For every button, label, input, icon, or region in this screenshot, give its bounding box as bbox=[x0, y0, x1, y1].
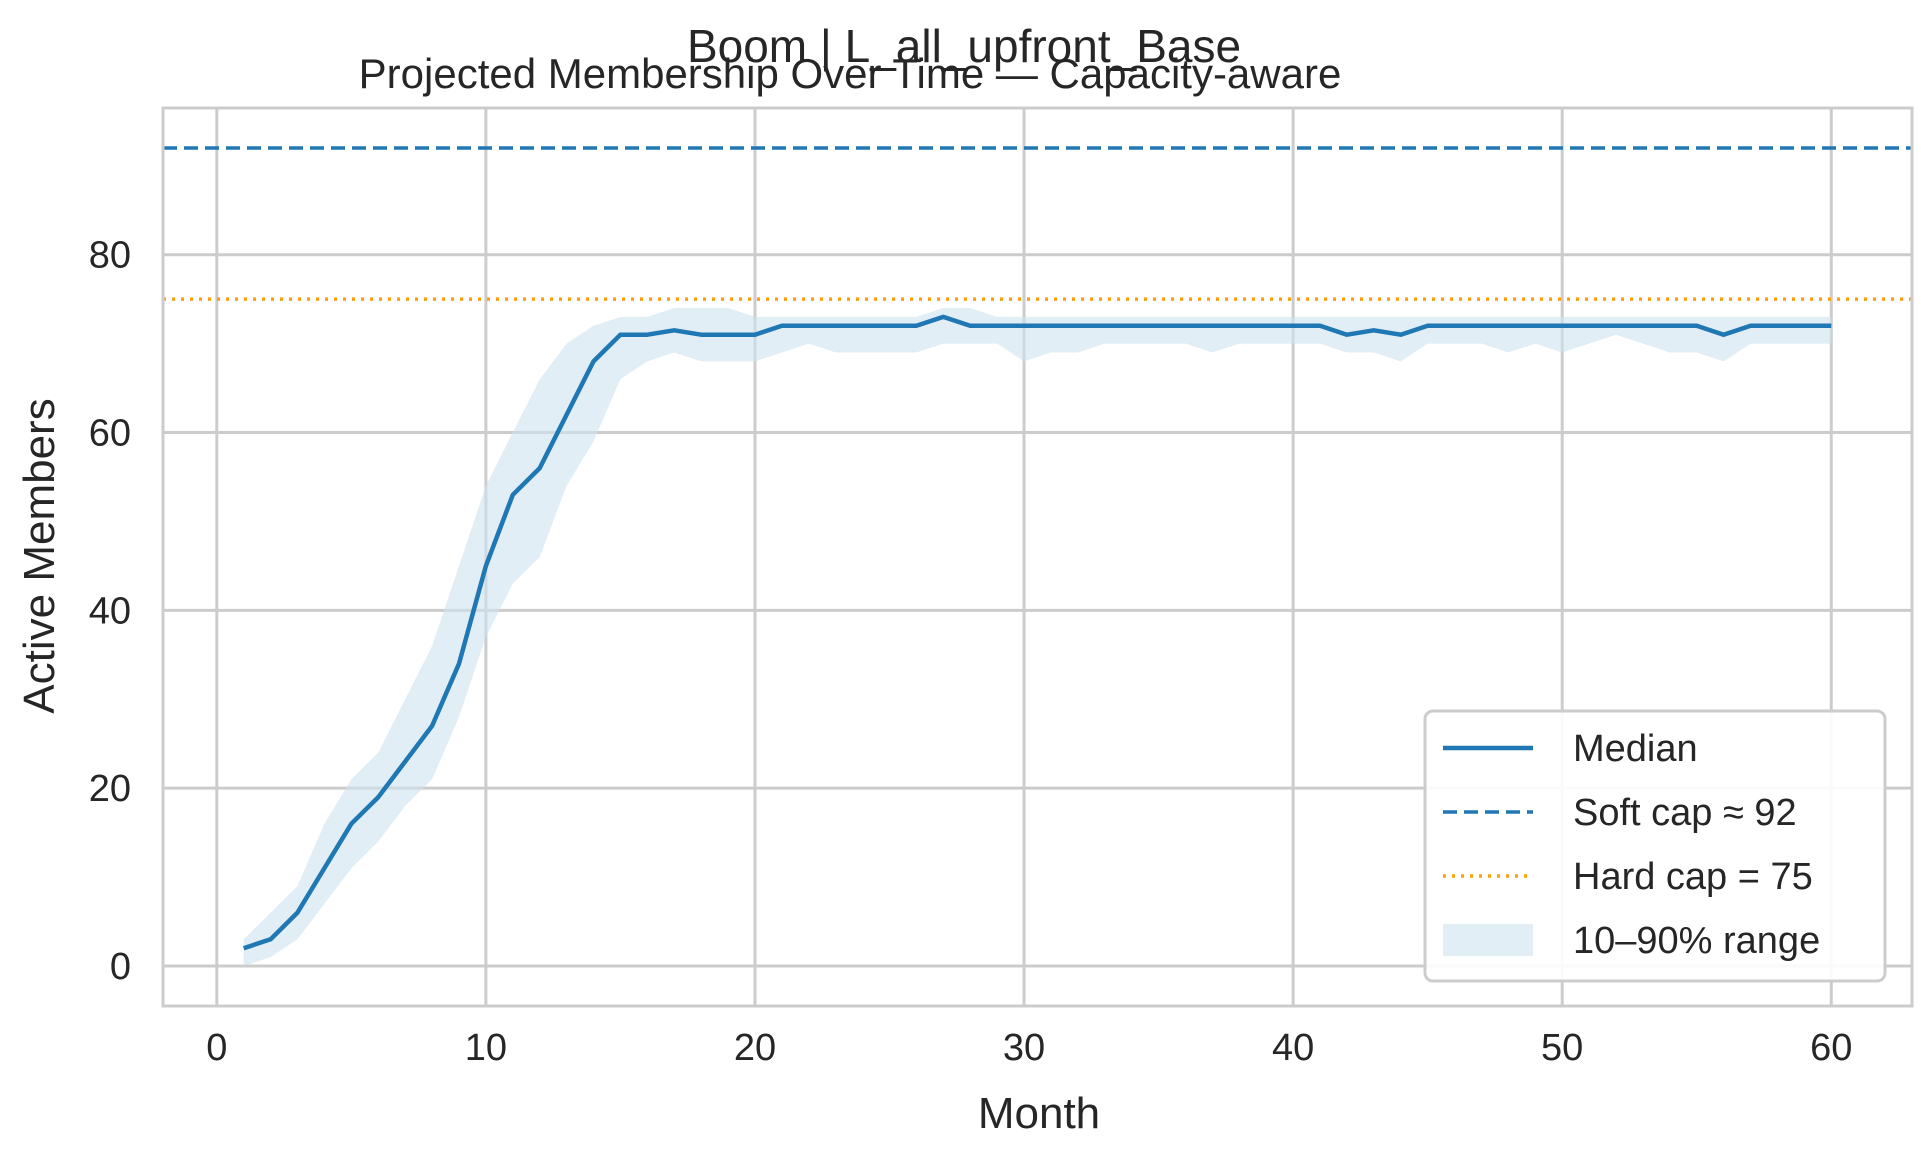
y-tick-label: 40 bbox=[89, 590, 131, 632]
median-line bbox=[242, 314, 1832, 951]
y-tick-label: 0 bbox=[110, 946, 131, 988]
x-tick-label: 50 bbox=[1541, 1027, 1583, 1069]
x-tick-label: 30 bbox=[1003, 1027, 1045, 1069]
legend-label: Median bbox=[1573, 728, 1698, 770]
chart-suptitle: Boom | L_all_upfront_Base bbox=[687, 20, 1241, 72]
x-tick-label: 0 bbox=[206, 1027, 227, 1069]
legend-box bbox=[1423, 709, 1887, 983]
plot-frame bbox=[161, 106, 1914, 1008]
grid bbox=[163, 108, 1912, 1006]
median-line-layer bbox=[242, 314, 1832, 951]
legend-label: 10–90% range bbox=[1573, 920, 1820, 962]
tick-labels: 0 10 20 30 40 50 60 0 20 40 60 80 bbox=[89, 235, 1853, 1069]
legend-swatch-range bbox=[1443, 924, 1533, 956]
legend-label: Hard cap = 75 bbox=[1573, 856, 1813, 898]
chart-title: Projected Membership Over Time — Capacit… bbox=[359, 50, 1342, 97]
x-tick-label: 10 bbox=[465, 1027, 507, 1069]
y-tick-label: 20 bbox=[89, 768, 131, 810]
y-tick-label: 60 bbox=[89, 413, 131, 455]
x-tick-label: 40 bbox=[1272, 1027, 1314, 1069]
cap-lines-layer bbox=[163, 146, 1912, 301]
x-tick-label: 20 bbox=[734, 1027, 776, 1069]
legend: Median Soft cap ≈ 92 Hard cap = 75 10–90% r… bbox=[1423, 709, 1887, 983]
legend-label: Soft cap ≈ 92 bbox=[1573, 792, 1797, 834]
x-tick-label: 60 bbox=[1810, 1027, 1852, 1069]
y-axis-label: Active Members bbox=[15, 398, 64, 713]
y-tick-label: 80 bbox=[89, 235, 131, 277]
x-axis-label: Month bbox=[978, 1089, 1100, 1138]
